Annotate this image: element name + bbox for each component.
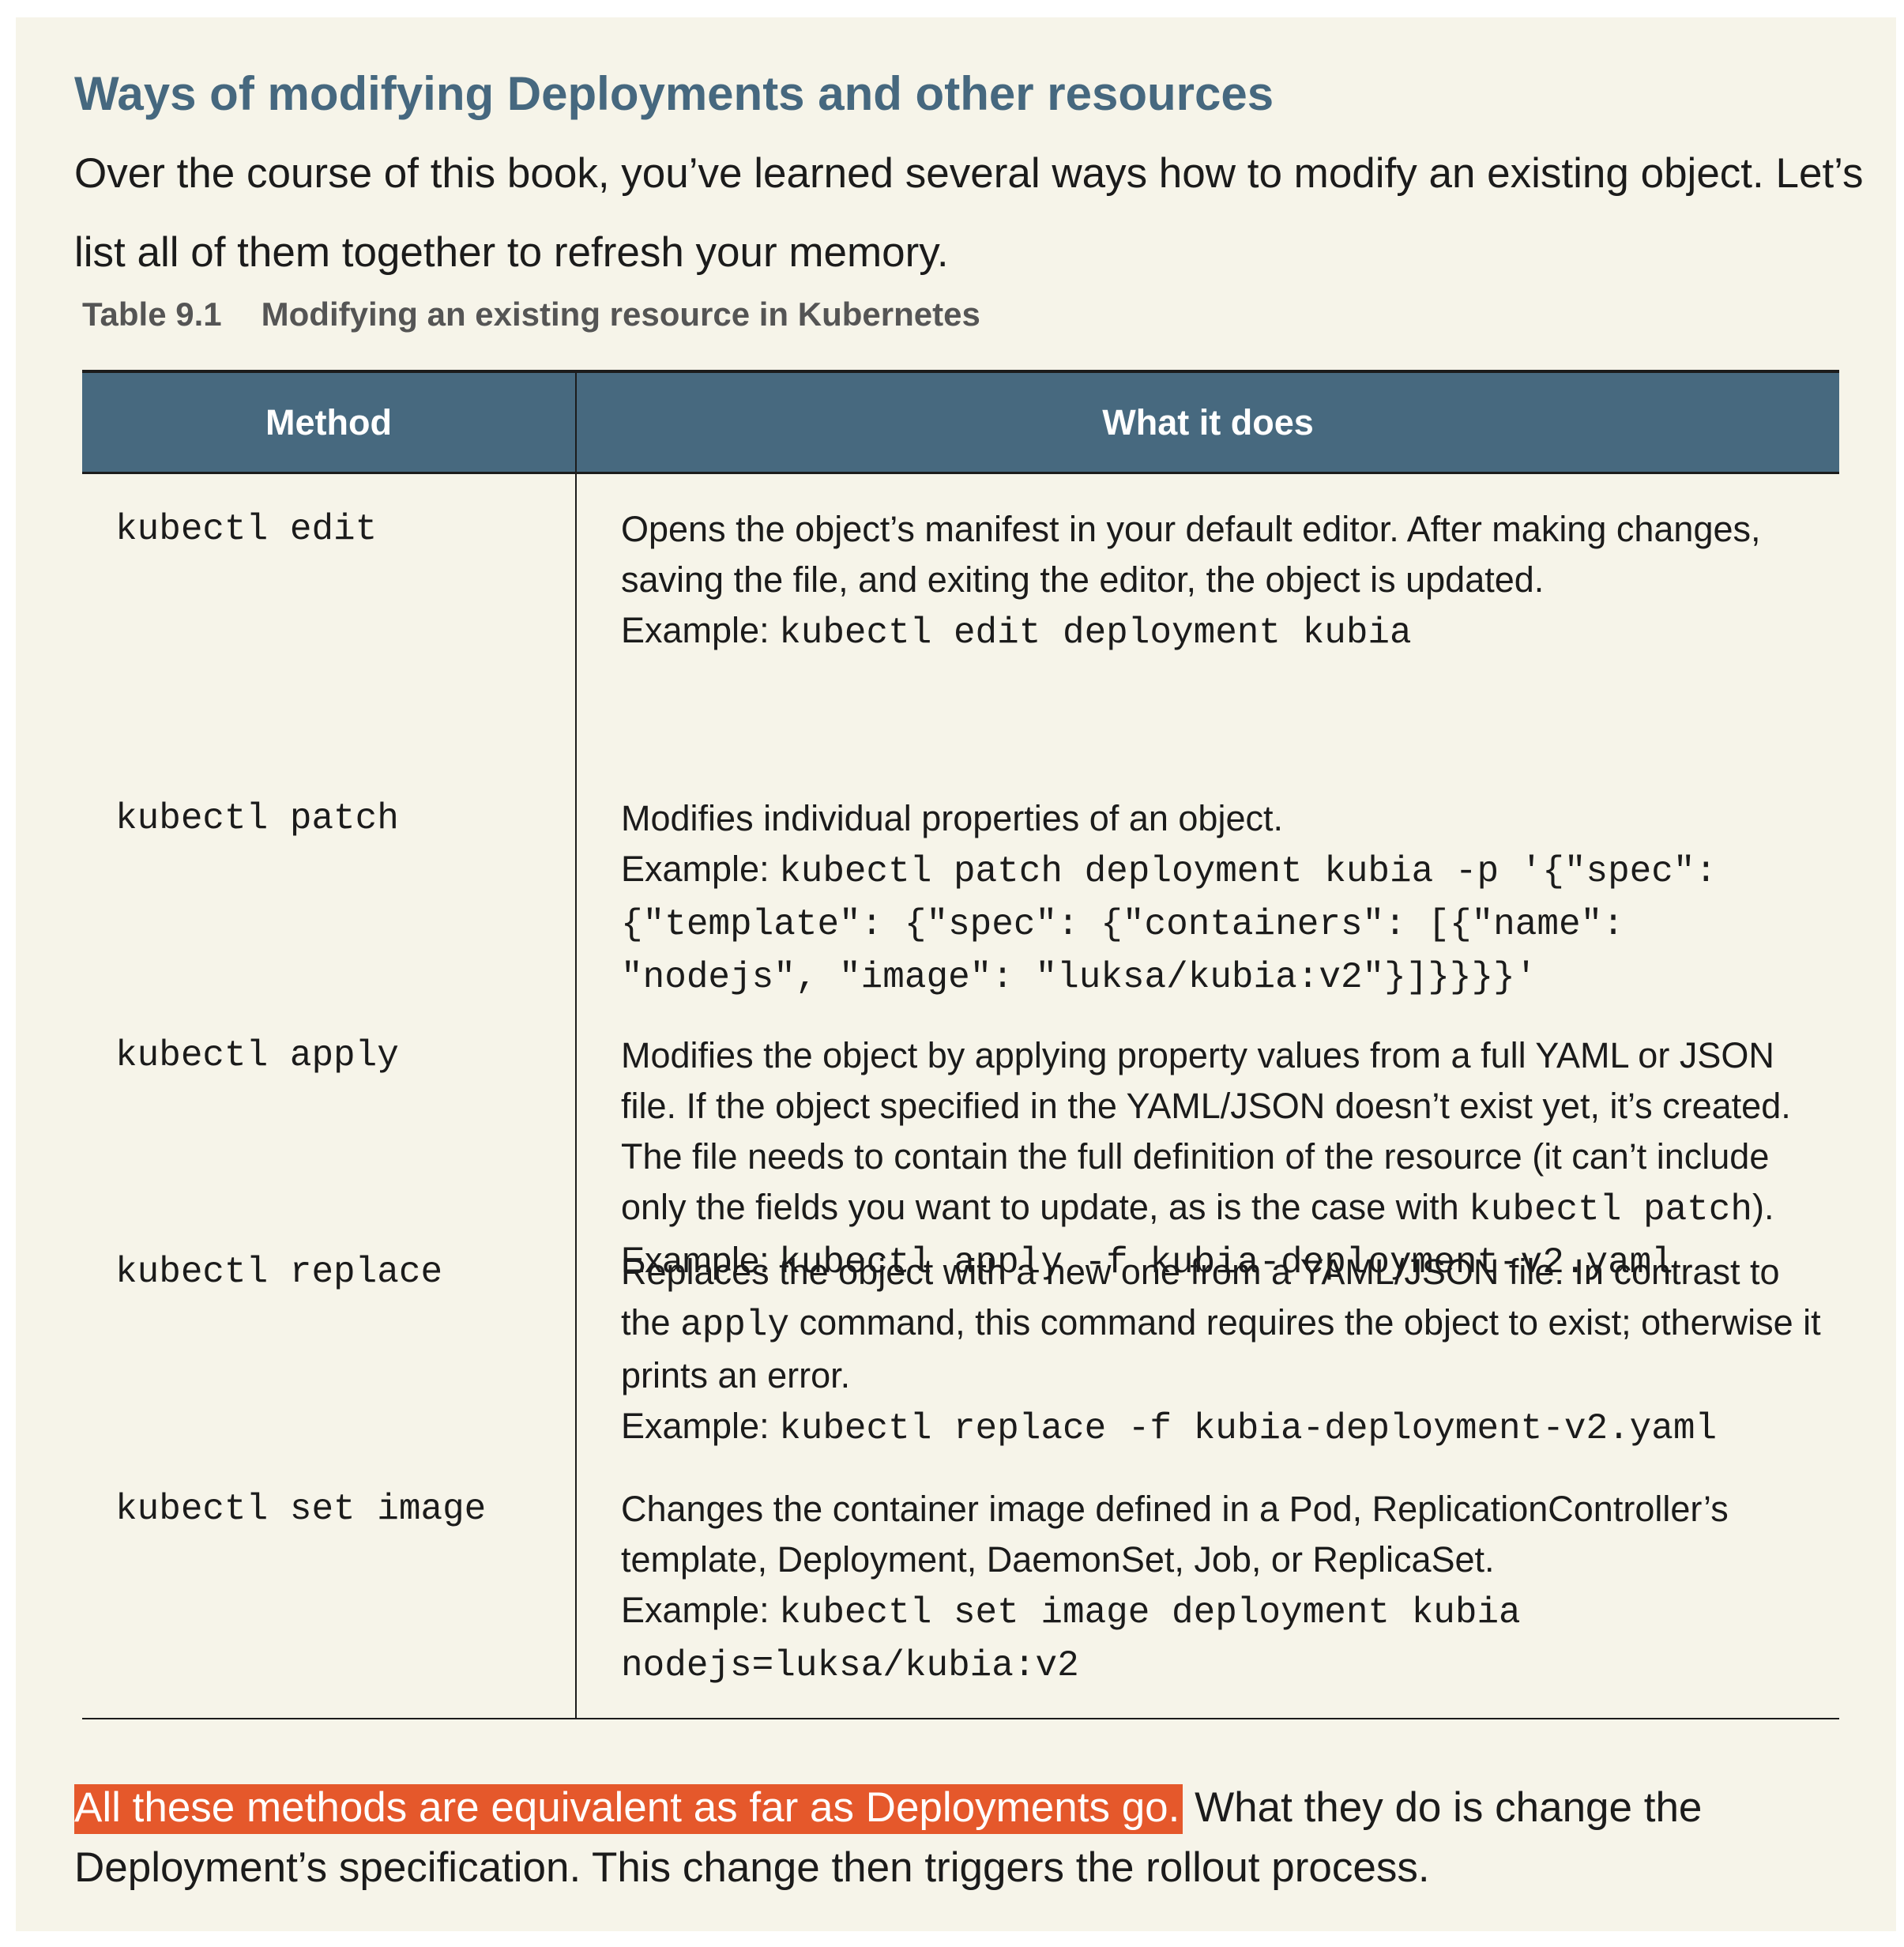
methods-table: Method What it does kubectl edit Opens t… <box>82 370 1839 1723</box>
table-bottom-rule <box>82 1718 1839 1719</box>
description-apply: Modifies the object by applying property… <box>621 1030 1822 1288</box>
table-caption: Table 9.1 Modifying an existing resource … <box>82 296 980 333</box>
example-line: Example: kubectl replace -f kubia-deploy… <box>621 1401 1822 1454</box>
example-command: kubectl edit deployment kubia <box>779 612 1412 653</box>
example-line: Example: kubectl set image deployment ku… <box>621 1585 1822 1691</box>
description-part: Modifies the object by applying property… <box>621 1035 1791 1227</box>
sidebar-panel: Ways of modifying Deployments and other … <box>16 17 1896 1931</box>
description-replace: Replaces the object with a new one from … <box>621 1247 1822 1454</box>
table-caption-label: Table 9.1 <box>82 296 222 333</box>
method-set-image: kubectl set image <box>115 1489 487 1530</box>
method-apply: kubectl apply <box>115 1035 399 1076</box>
example-label: Example: <box>621 1406 770 1446</box>
inline-code: apply <box>680 1305 790 1346</box>
example-line: Example: kubectl apply -f kubia-deployme… <box>621 1235 1822 1288</box>
description-set-image: Changes the container image defined in a… <box>621 1484 1822 1691</box>
example-command: kubectl patch deployment kubia -p '{"spe… <box>621 851 1718 998</box>
description-part: command, this command requires the objec… <box>621 1302 1821 1395</box>
example-command: kubectl replace -f kubia-deployment-v2.y… <box>779 1408 1718 1449</box>
example-label: Example: <box>621 1590 770 1630</box>
table-caption-text: Modifying an existing resource in Kubern… <box>261 296 980 333</box>
example-line: Example: kubectl edit deployment kubia <box>621 605 1822 658</box>
column-divider <box>575 373 577 1719</box>
inline-code: kubectl patch <box>1469 1189 1752 1230</box>
highlighted-sentence: All these methods are equivalent as far … <box>74 1784 1183 1834</box>
description-patch: Modifies individual properties of an obj… <box>621 793 1822 1003</box>
example-label: Example: <box>621 849 770 889</box>
description-text: Modifies the object by applying property… <box>621 1030 1822 1235</box>
description-text: Changes the container image defined in a… <box>621 1489 1729 1580</box>
method-replace: kubectl replace <box>115 1252 443 1293</box>
method-edit: kubectl edit <box>115 509 378 550</box>
example-label: Example: <box>621 1240 770 1280</box>
sidebar-title: Ways of modifying Deployments and other … <box>74 67 1274 120</box>
description-text: Opens the object’s manifest in your defa… <box>621 509 1761 600</box>
header-what-it-does: What it does <box>1102 402 1314 442</box>
description-part: Replaces the object with a new one from … <box>621 1252 1780 1343</box>
example-command: kubectl apply -f kubia-deployment-v2.yam… <box>779 1242 1673 1283</box>
table-top-rule <box>82 370 1839 373</box>
header-method: Method <box>265 402 392 442</box>
description-part: ). <box>1752 1187 1774 1227</box>
closing-rest: What they do is change the Deployment’s … <box>74 1784 1703 1891</box>
description-text: Replaces the object with a new one from … <box>621 1247 1822 1401</box>
closing-paragraph: All these methods are equivalent as far … <box>74 1778 1891 1898</box>
description-edit: Opens the object’s manifest in your defa… <box>621 504 1822 658</box>
example-command: kubectl set image deployment kubia nodej… <box>621 1592 1521 1686</box>
table-header-row: Method What it does <box>82 373 1839 474</box>
method-patch: kubectl patch <box>115 798 399 839</box>
intro-paragraph: Over the course of this book, you’ve lea… <box>74 150 1864 276</box>
description-text: Modifies individual properties of an obj… <box>621 798 1283 838</box>
example-line: Example: kubectl patch deployment kubia … <box>621 844 1822 1003</box>
example-label: Example: <box>621 610 770 650</box>
